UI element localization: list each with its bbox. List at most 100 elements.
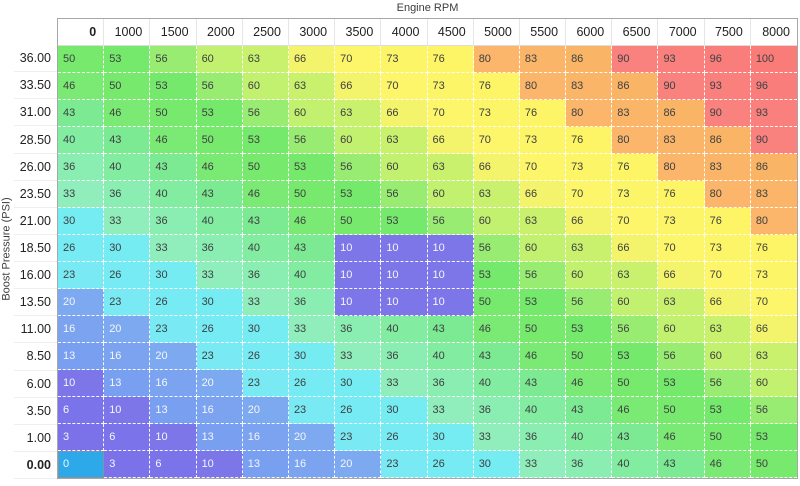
map-cell[interactable]: 36 — [381, 343, 428, 370]
map-cell[interactable]: 43 — [658, 451, 705, 478]
map-cell[interactable]: 56 — [658, 343, 705, 370]
map-cell[interactable]: 86 — [658, 100, 705, 127]
map-cell[interactable]: 36 — [58, 154, 105, 181]
map-cell[interactable]: 46 — [104, 100, 151, 127]
map-cell[interactable]: 46 — [150, 127, 197, 154]
map-cell[interactable]: 60 — [381, 154, 428, 181]
map-cell[interactable]: 53 — [519, 289, 567, 316]
col-header-4000[interactable]: 4000 — [381, 19, 428, 46]
row-header-8.50[interactable]: 8.50 — [14, 343, 57, 371]
map-cell[interactable]: 56 — [704, 370, 751, 397]
map-cell[interactable]: 80 — [519, 73, 567, 100]
map-cell[interactable]: 50 — [150, 100, 197, 127]
map-cell[interactable]: 80 — [612, 127, 659, 154]
map-cell[interactable]: 63 — [427, 154, 474, 181]
map-cell[interactable]: 70 — [612, 208, 659, 235]
map-cell[interactable]: 53 — [104, 46, 151, 73]
map-cell[interactable]: 26 — [381, 424, 428, 451]
map-cell[interactable]: 30 — [473, 451, 520, 478]
row-header-33.50[interactable]: 33.50 — [14, 72, 57, 100]
map-cell[interactable]: 46 — [196, 154, 243, 181]
map-cell[interactable]: 50 — [58, 46, 105, 73]
map-cell[interactable]: 83 — [566, 73, 613, 100]
map-cell[interactable]: 30 — [381, 397, 428, 424]
map-cell[interactable]: 33 — [242, 289, 289, 316]
map-cell[interactable]: 80 — [658, 154, 705, 181]
map-cell[interactable]: 43 — [242, 208, 289, 235]
map-cell[interactable]: 66 — [658, 262, 705, 289]
map-cell[interactable]: 30 — [104, 235, 151, 262]
row-header-23.50[interactable]: 23.50 — [14, 180, 57, 208]
map-cell[interactable]: 76 — [519, 100, 567, 127]
map-cell[interactable]: 73 — [658, 208, 705, 235]
map-cell[interactable]: 43 — [612, 424, 659, 451]
row-header-1.00[interactable]: 1.00 — [14, 424, 57, 452]
row-header-36.00[interactable]: 36.00 — [14, 45, 57, 73]
map-cell[interactable]: 30 — [288, 343, 336, 370]
map-cell[interactable]: 46 — [612, 397, 659, 424]
map-cell[interactable]: 23 — [242, 370, 289, 397]
map-cell[interactable]: 10 — [58, 370, 105, 397]
map-cell[interactable]: 33 — [150, 235, 197, 262]
col-header-1000[interactable]: 1000 — [104, 19, 151, 46]
map-cell[interactable]: 43 — [473, 343, 520, 370]
map-cell[interactable]: 63 — [242, 46, 289, 73]
map-cell[interactable]: 6 — [150, 451, 197, 478]
map-cell[interactable]: 46 — [704, 451, 751, 478]
col-header-8000[interactable]: 8000 — [750, 19, 797, 46]
map-cell[interactable]: 60 — [566, 262, 613, 289]
map-cell[interactable]: 86 — [750, 154, 797, 181]
map-cell[interactable]: 60 — [473, 208, 520, 235]
map-cell[interactable]: 100 — [750, 46, 797, 73]
map-cell[interactable]: 56 — [196, 73, 243, 100]
map-cell[interactable]: 33 — [58, 181, 105, 208]
map-cell[interactable]: 56 — [150, 46, 197, 73]
map-cell[interactable]: 40 — [473, 370, 520, 397]
map-cell[interactable]: 16 — [242, 424, 289, 451]
map-cell[interactable]: 10 — [150, 424, 197, 451]
map-cell[interactable]: 83 — [750, 181, 797, 208]
map-cell[interactable]: 76 — [658, 181, 705, 208]
map-cell[interactable]: 13 — [58, 343, 105, 370]
map-cell[interactable]: 93 — [750, 100, 797, 127]
map-cell[interactable]: 30 — [335, 370, 382, 397]
map-cell[interactable]: 16 — [196, 397, 243, 424]
map-cell[interactable]: 23 — [196, 343, 243, 370]
map-cell[interactable]: 43 — [288, 235, 336, 262]
map-cell[interactable]: 60 — [335, 127, 382, 154]
map-cell[interactable]: 33 — [473, 424, 520, 451]
map-cell[interactable]: 20 — [58, 289, 105, 316]
map-cell[interactable]: 53 — [658, 370, 705, 397]
map-cell[interactable]: 80 — [473, 46, 520, 73]
map-cell[interactable]: 86 — [704, 127, 751, 154]
map-cell[interactable]: 73 — [612, 181, 659, 208]
map-cell[interactable]: 60 — [658, 316, 705, 343]
map-cell[interactable]: 33 — [288, 316, 336, 343]
row-header-13.50[interactable]: 13.50 — [14, 289, 57, 317]
map-cell[interactable]: 66 — [335, 73, 382, 100]
map-cell[interactable]: 43 — [566, 397, 613, 424]
map-cell[interactable]: 23 — [150, 316, 197, 343]
map-cell[interactable]: 13 — [104, 370, 151, 397]
map-cell[interactable]: 50 — [519, 316, 567, 343]
row-header-21.00[interactable]: 21.00 — [14, 207, 57, 235]
row-header-18.50[interactable]: 18.50 — [14, 234, 57, 263]
map-cell[interactable]: 33 — [427, 397, 474, 424]
row-header-11.00[interactable]: 11.00 — [14, 316, 57, 344]
map-cell[interactable]: 26 — [104, 262, 151, 289]
map-cell[interactable]: 66 — [612, 235, 659, 262]
map-cell[interactable]: 56 — [381, 181, 428, 208]
map-cell[interactable]: 70 — [519, 154, 567, 181]
map-cell[interactable]: 63 — [750, 343, 797, 370]
map-cell[interactable]: 66 — [427, 127, 474, 154]
map-cell[interactable]: 46 — [566, 370, 613, 397]
map-cell[interactable]: 20 — [288, 424, 336, 451]
map-cell[interactable]: 36 — [519, 424, 567, 451]
map-cell[interactable]: 73 — [473, 100, 520, 127]
map-cell[interactable]: 63 — [381, 127, 428, 154]
map-cell[interactable]: 73 — [427, 73, 474, 100]
map-cell[interactable]: 10 — [427, 262, 474, 289]
map-cell[interactable]: 76 — [704, 208, 751, 235]
map-cell[interactable]: 13 — [196, 424, 243, 451]
map-cell[interactable]: 36 — [150, 208, 197, 235]
